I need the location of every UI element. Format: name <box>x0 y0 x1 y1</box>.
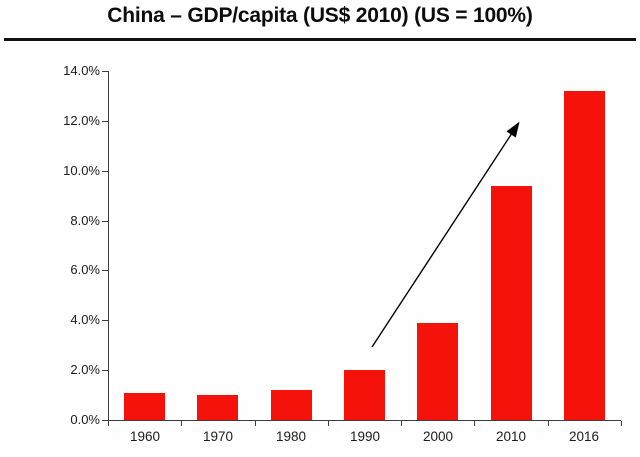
y-axis-tick <box>102 420 108 421</box>
bar-2016 <box>564 91 605 420</box>
x-axis-category-label: 2010 <box>495 429 527 444</box>
bar-1960 <box>124 393 165 420</box>
x-axis-tick <box>474 421 475 426</box>
x-axis-tick <box>328 421 329 426</box>
bar-1990 <box>344 370 385 420</box>
y-axis-tick <box>102 370 108 371</box>
y-axis-tick-label: 6.0% <box>70 262 100 277</box>
bar-2010 <box>491 186 532 420</box>
x-axis-category-label: 1990 <box>349 429 381 444</box>
y-axis-tick-label: 14.0% <box>63 63 100 78</box>
y-axis-tick-label: 10.0% <box>63 163 100 178</box>
y-axis-tick-label: 12.0% <box>63 113 100 128</box>
y-axis-tick <box>102 221 108 222</box>
y-axis-tick <box>102 71 108 72</box>
y-axis-tick <box>102 171 108 172</box>
x-axis-category-label: 2000 <box>422 429 454 444</box>
x-axis-tick <box>181 421 182 426</box>
y-axis-tick <box>102 320 108 321</box>
x-axis-tick <box>255 421 256 426</box>
x-axis-category-label: 1970 <box>202 429 234 444</box>
y-axis-tick <box>102 121 108 122</box>
x-axis-line <box>108 420 621 421</box>
x-axis-tick <box>108 421 109 426</box>
x-axis-tick <box>401 421 402 426</box>
x-axis-category-label: 1980 <box>275 429 307 444</box>
y-axis-tick <box>102 270 108 271</box>
x-axis-category-label: 2016 <box>568 429 600 444</box>
chart-title: China – GDP/capita (US$ 2010) (US = 100%… <box>107 4 533 27</box>
y-axis-tick-label: 0.0% <box>70 412 100 427</box>
y-axis-line <box>108 71 109 421</box>
y-axis-tick-label: 8.0% <box>70 213 100 228</box>
bar-2000 <box>417 323 458 420</box>
x-axis-category-label: 1960 <box>129 429 161 444</box>
bar-1970 <box>197 395 238 420</box>
title-divider <box>4 38 636 41</box>
bar-1980 <box>271 390 312 420</box>
y-axis-tick-label: 2.0% <box>70 362 100 377</box>
y-axis-tick-label: 4.0% <box>70 312 100 327</box>
x-axis-tick <box>621 421 622 426</box>
x-axis-tick <box>548 421 549 426</box>
